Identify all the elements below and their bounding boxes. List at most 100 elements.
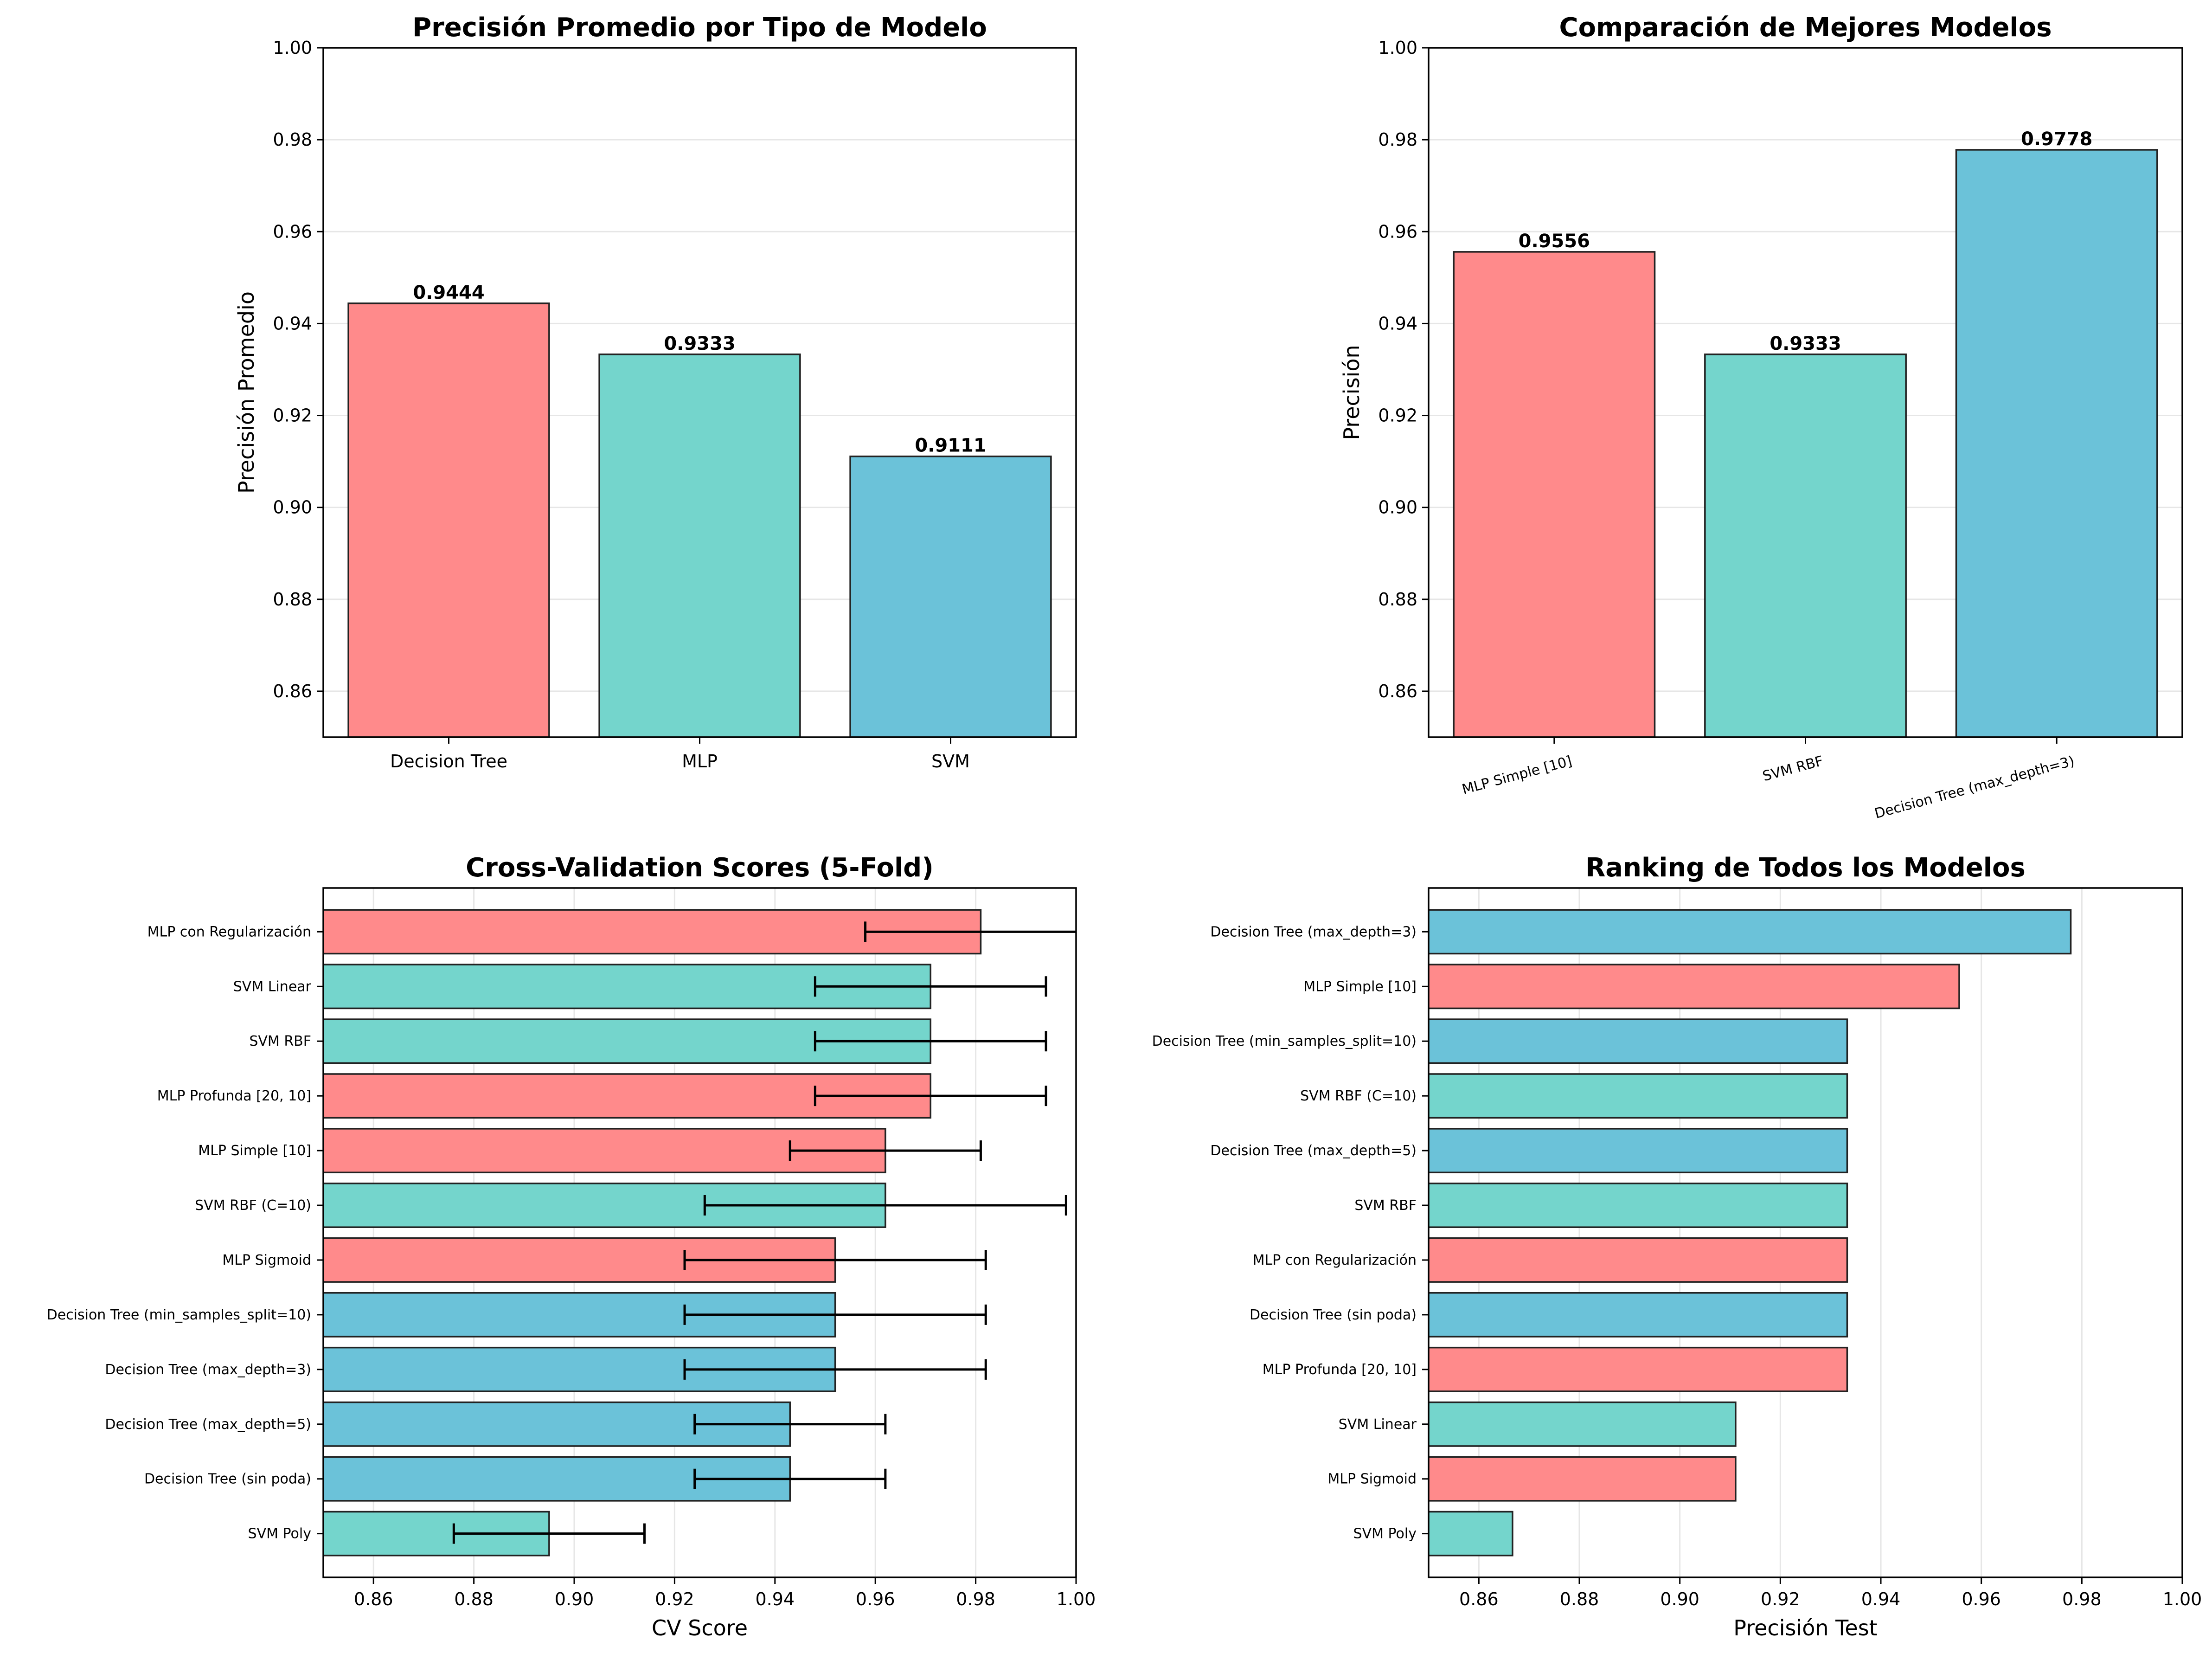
y-tick-label: 0.94 (1378, 313, 1417, 334)
x-tick-label: 0.96 (1962, 1589, 2001, 1609)
bar (347, 302, 550, 738)
value-label: 0.9333 (1770, 333, 1841, 354)
x-tick-label: 0.98 (956, 1589, 995, 1609)
axes-frame (1428, 887, 2183, 1578)
y-tick-label: Decision Tree (max_depth=5) (105, 1416, 311, 1433)
axes-frame (322, 47, 1077, 738)
y-tick-label: 0.98 (273, 129, 312, 150)
y-tick-label: 1.00 (1378, 38, 1417, 58)
bar (1429, 1018, 1848, 1064)
axes-frame (322, 887, 1077, 1578)
axes-frame (1428, 47, 2183, 738)
y-tick-label: 0.86 (1378, 681, 1417, 701)
bar (1453, 251, 1656, 738)
bar (1429, 1401, 1737, 1447)
value-label: 0.9444 (413, 282, 484, 303)
chart-panel-4: Ranking de Todos los Modelos Decision Tre… (1152, 853, 2202, 1640)
bar (1429, 1511, 1513, 1557)
value-label: 0.9333 (664, 333, 735, 354)
y-tick-label: 0.92 (273, 405, 312, 426)
y-tick-label: MLP Sigmoid (222, 1252, 311, 1268)
chart-title: Precisión Promedio por Tipo de Modelo (412, 13, 987, 43)
x-tick-label: 1.00 (1057, 1589, 1096, 1609)
y-axis-label: Precisión Promedio (234, 291, 259, 494)
y-tick-label: 1.00 (273, 38, 312, 58)
y-tick-label: SVM RBF (C=10) (1300, 1088, 1417, 1104)
bar (1704, 354, 1907, 738)
x-tick-label: 0.86 (354, 1589, 393, 1609)
value-label: 0.9111 (915, 435, 986, 457)
bar-group (1429, 909, 2072, 1557)
x-tick-label: 0.88 (454, 1589, 494, 1609)
y-tick-label: Decision Tree (sin poda) (144, 1471, 311, 1487)
x-tick-label: 0.92 (1761, 1589, 1800, 1609)
x-axis-label: CV Score (652, 1615, 748, 1640)
y-tick-label: 0.96 (273, 221, 312, 242)
y-tick-label: 0.90 (1378, 497, 1417, 518)
y-tick-label: Decision Tree (max_depth=3) (1210, 924, 1417, 940)
y-tick-label: MLP con Regularización (147, 924, 311, 940)
bar (1429, 1346, 1848, 1392)
bar (1429, 909, 2072, 955)
bar (1955, 149, 2158, 738)
x-tick-label: 0.94 (1861, 1589, 1901, 1609)
bar (1429, 1456, 1737, 1502)
y-tick-label: MLP Simple [10] (198, 1143, 311, 1159)
y-tick-label: Decision Tree (max_depth=5) (1210, 1143, 1417, 1159)
bar-group (323, 909, 1076, 1557)
bar (1429, 1237, 1848, 1283)
y-tick-label: MLP con Regularización (1253, 1252, 1417, 1268)
bar (1429, 964, 1960, 1010)
y-tick-label: 0.86 (273, 681, 312, 701)
y-tick-label: MLP Profunda [20, 10] (157, 1088, 311, 1104)
y-tick-label: 0.88 (1378, 589, 1417, 610)
x-axis-label: Precisión Test (1733, 1615, 1877, 1640)
y-tick-label: Decision Tree (min_samples_split=10) (1152, 1033, 1417, 1049)
bar (849, 455, 1052, 738)
y-tick-label: SVM Linear (1339, 1416, 1417, 1433)
y-tick-label: 0.92 (1378, 405, 1417, 426)
y-tick-label: Decision Tree (max_depth=3) (105, 1362, 311, 1378)
x-tick-label: SVM (931, 751, 970, 772)
y-tick-label: SVM Poly (1353, 1526, 1417, 1542)
y-axis-label: Precisión (1339, 345, 1364, 440)
x-tick-label: 0.94 (755, 1589, 795, 1609)
y-tick-label: SVM RBF (C=10) (195, 1197, 311, 1214)
x-tick-label: 0.96 (856, 1589, 895, 1609)
bar (598, 354, 801, 738)
chart-title: Cross-Validation Scores (5-Fold) (466, 853, 934, 883)
chart-panel-3: Cross-Validation Scores (5-Fold) MLP con … (47, 853, 1096, 1640)
x-tick-label: 0.98 (2062, 1589, 2102, 1609)
y-tick-label: SVM RBF (1354, 1197, 1417, 1214)
y-tick-label: 0.88 (273, 589, 312, 610)
x-tick-label: 0.88 (1560, 1589, 1599, 1609)
y-tick-label: Decision Tree (min_samples_split=10) (47, 1307, 311, 1323)
bar (1429, 1128, 1848, 1174)
y-tick-label: 0.90 (273, 497, 312, 518)
x-tick-label: 0.90 (1660, 1589, 1699, 1609)
y-tick-label: SVM RBF (249, 1033, 311, 1049)
value-label: 0.9778 (2021, 129, 2092, 150)
x-tick-label: 0.92 (655, 1589, 694, 1609)
chart-title: Ranking de Todos los Modelos (1585, 853, 2026, 883)
x-tick-label: 0.90 (555, 1589, 594, 1609)
y-tick-label: Decision Tree (sin poda) (1250, 1307, 1417, 1323)
bar (1429, 1183, 1848, 1228)
bar (1429, 1073, 1848, 1119)
y-tick-label: SVM Poly (248, 1526, 311, 1542)
x-tick-label: Decision Tree (390, 751, 507, 772)
y-tick-label: MLP Sigmoid (1327, 1471, 1417, 1487)
chart-panel-1: Precisión Promedio por Tipo de Modelo 0.9… (234, 13, 1077, 772)
chart-title: Comparación de Mejores Modelos (1559, 13, 2052, 43)
y-tick-label: SVM Linear (233, 978, 312, 995)
y-tick-label: 0.98 (1378, 129, 1417, 150)
bar (1429, 1292, 1848, 1338)
y-tick-label: MLP Profunda [20, 10] (1263, 1362, 1417, 1378)
y-tick-label: 0.94 (273, 313, 312, 334)
y-tick-label: MLP Simple [10] (1303, 978, 1417, 995)
x-tick-label: MLP (682, 751, 718, 772)
value-label: 0.9556 (1519, 231, 1590, 252)
y-tick-label: 0.96 (1378, 221, 1417, 242)
x-tick-label: 1.00 (2163, 1589, 2202, 1609)
